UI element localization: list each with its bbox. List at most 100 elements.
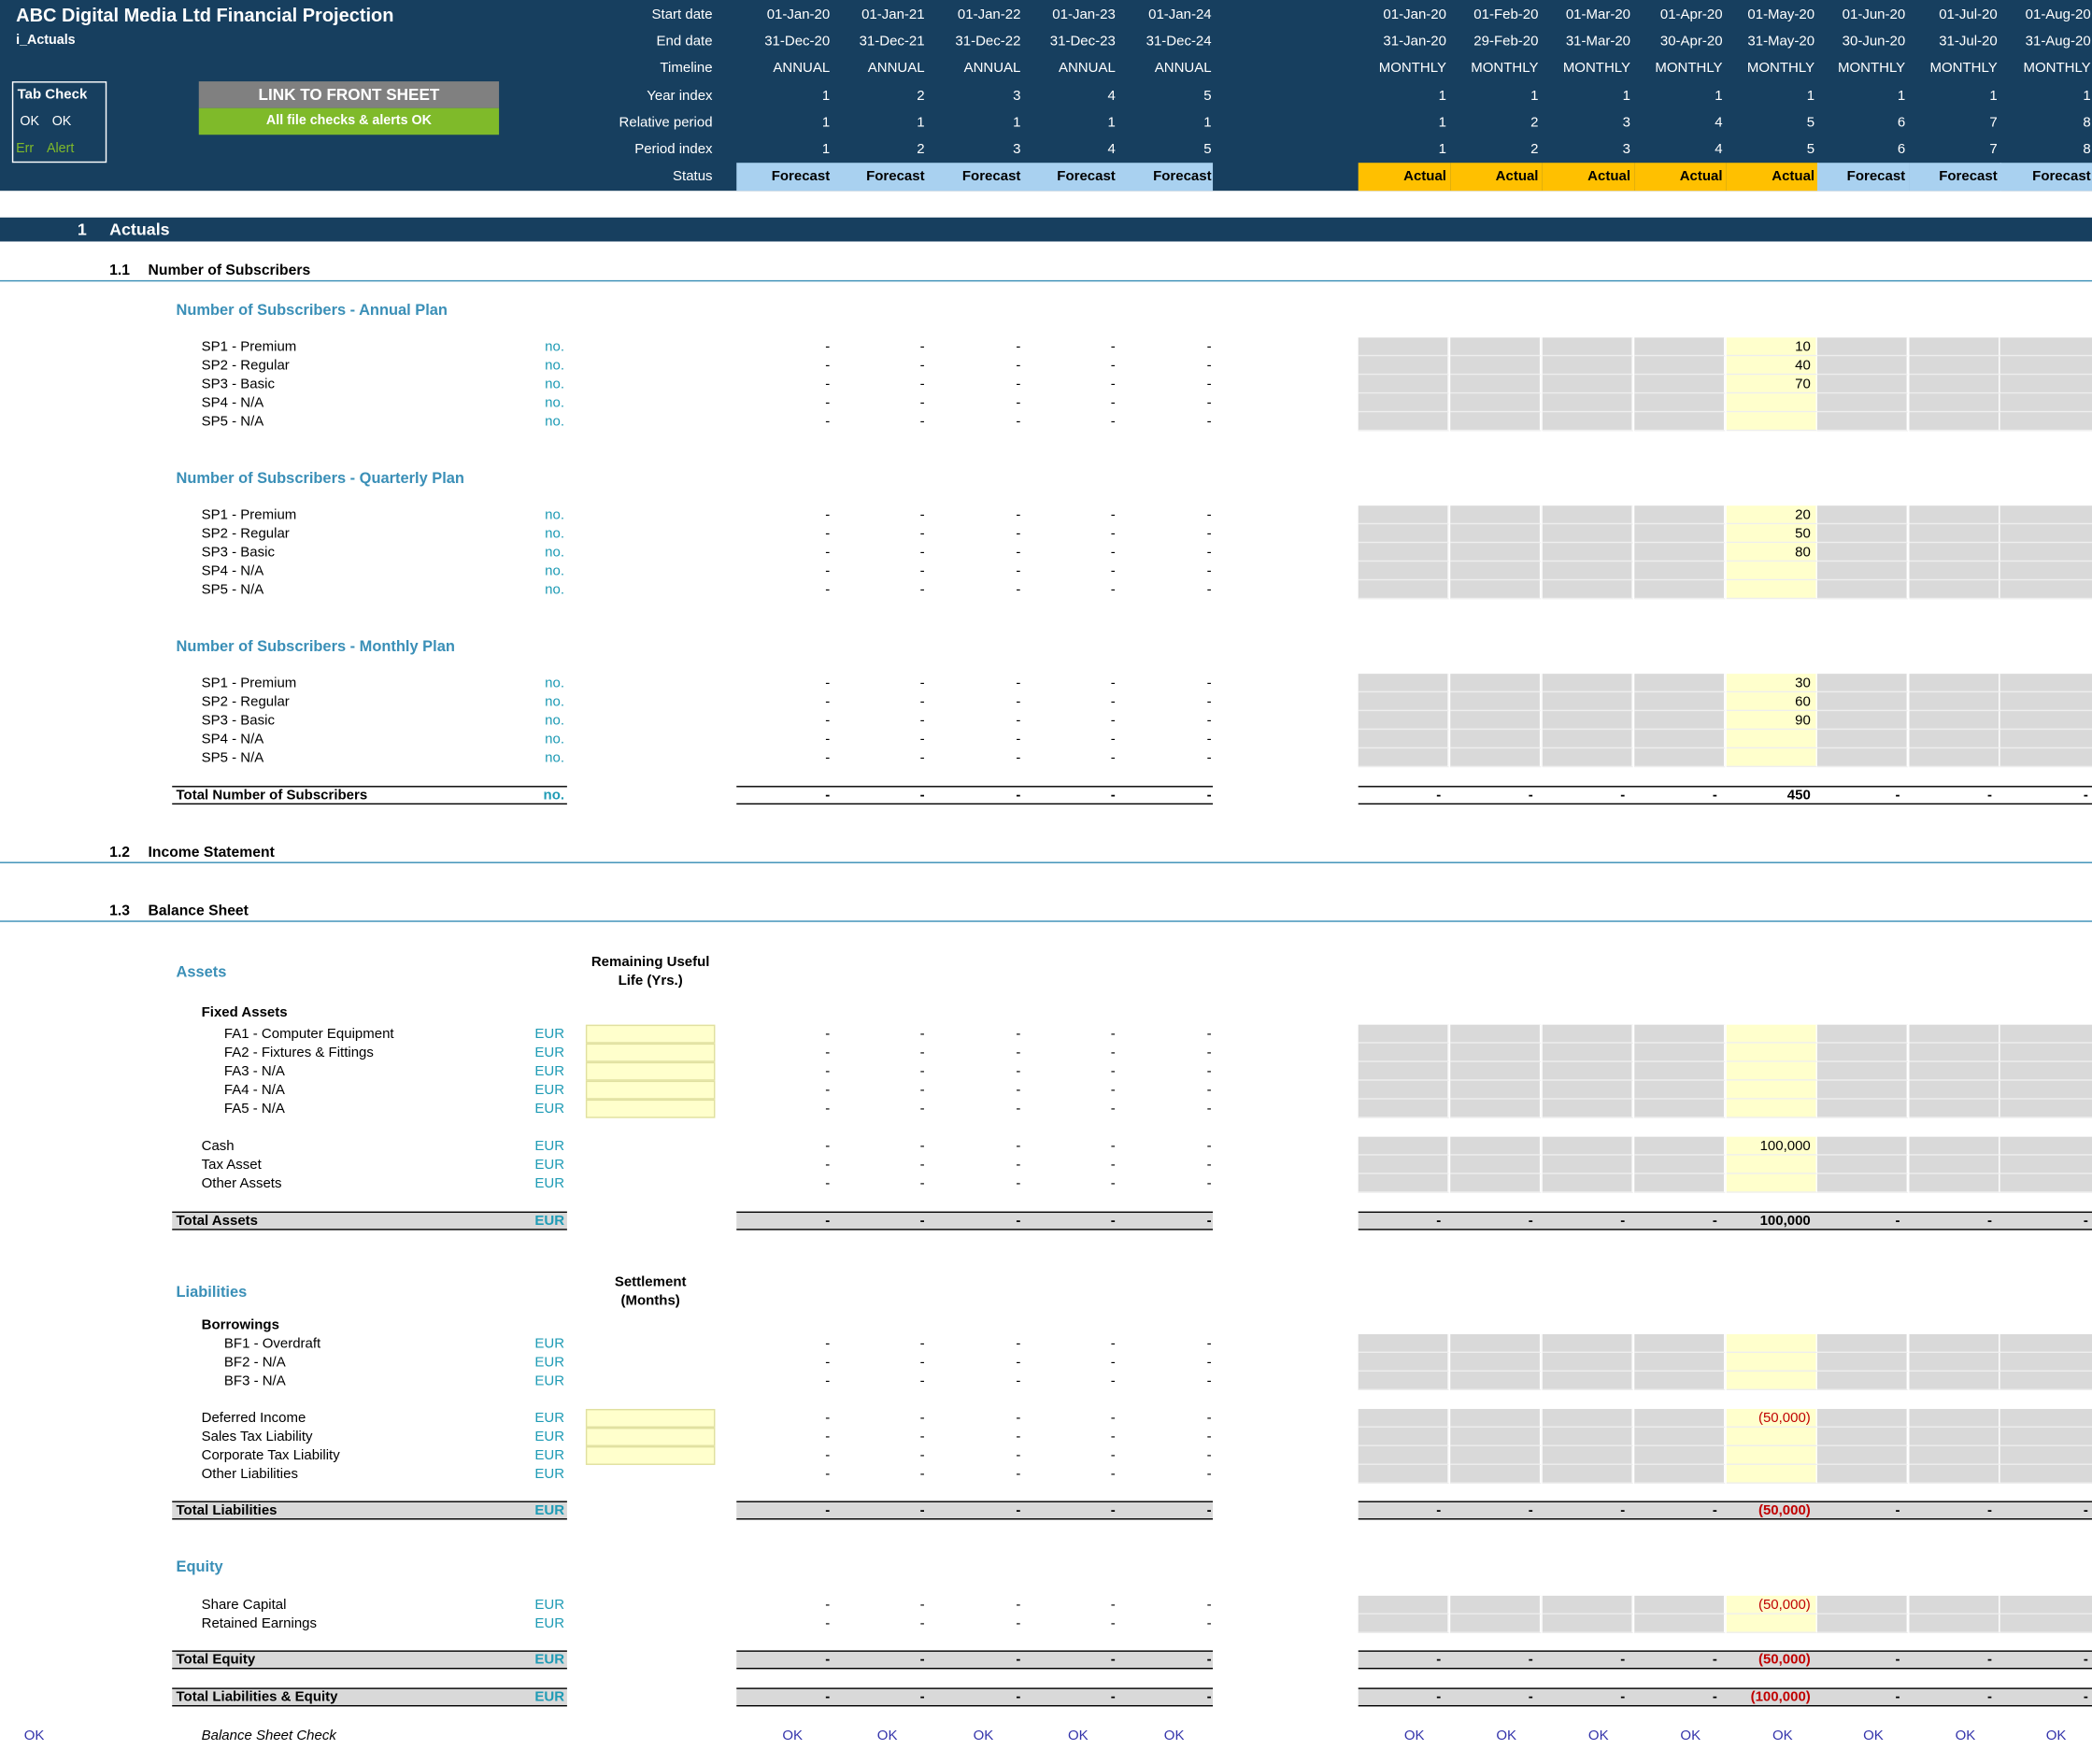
total-may-value: 450: [1786, 787, 1811, 804]
monthly-input-cell: [1816, 524, 1909, 544]
may-value[interactable]: [1727, 1081, 1811, 1100]
may-value[interactable]: 90: [1795, 712, 1811, 729]
monthly-input-cell[interactable]: [1726, 1614, 1817, 1633]
may-value[interactable]: [1727, 393, 1811, 412]
may-value[interactable]: (50,000): [1758, 1597, 1811, 1614]
monthly-input-cell[interactable]: [1726, 543, 1817, 562]
monthly-input-cell: [1816, 748, 1909, 768]
annual-value: -: [1016, 1410, 1021, 1427]
may-value[interactable]: 60: [1795, 693, 1811, 710]
monthly-input-cell[interactable]: [1726, 1371, 1817, 1390]
monthly-input-cell: [1909, 1099, 2000, 1118]
monthly-input-cell[interactable]: [1726, 1155, 1817, 1174]
monthly-input-cell: [1450, 1352, 1542, 1372]
monthly-input-cell[interactable]: [1726, 1043, 1817, 1062]
monthly-input-cell[interactable]: [1726, 524, 1817, 544]
may-value[interactable]: 70: [1795, 376, 1811, 392]
monthly-input-cell[interactable]: [1726, 505, 1817, 525]
may-value[interactable]: 40: [1795, 357, 1811, 374]
annual-value: -: [1206, 1354, 1212, 1371]
monthly-input-cell[interactable]: [1726, 674, 1817, 693]
may-value[interactable]: [1727, 1044, 1811, 1062]
may-value[interactable]: [1727, 580, 1811, 599]
monthly-input-cell[interactable]: [1726, 1136, 1817, 1156]
monthly-input-cell[interactable]: [1726, 412, 1817, 432]
monthly-input-cell[interactable]: [1726, 337, 1817, 357]
monthly-input-cell[interactable]: [1726, 375, 1817, 394]
may-value[interactable]: [1727, 1446, 1811, 1465]
monthly-input-cell[interactable]: [1726, 730, 1817, 749]
monthly-input-cell[interactable]: [1726, 580, 1817, 600]
may-value[interactable]: [1727, 1372, 1811, 1390]
may-value[interactable]: 80: [1795, 544, 1811, 561]
may-value[interactable]: [1727, 1025, 1811, 1044]
annual-value: -: [919, 1063, 925, 1080]
monthly-input-cell[interactable]: [1726, 1061, 1817, 1081]
may-value[interactable]: [1727, 1334, 1811, 1353]
may-value[interactable]: [1727, 1100, 1811, 1118]
may-value[interactable]: 20: [1795, 506, 1811, 523]
input-cell[interactable]: [585, 1061, 716, 1081]
may-value[interactable]: [1727, 1156, 1811, 1174]
may-value[interactable]: [1727, 1174, 1811, 1193]
input-cell[interactable]: [585, 1080, 716, 1100]
monthly-input-cell[interactable]: [1726, 748, 1817, 768]
may-value[interactable]: [1727, 562, 1811, 580]
annual-value: -: [1206, 506, 1212, 523]
monthly-input-cell[interactable]: [1726, 692, 1817, 712]
monthly-input-cell[interactable]: [1726, 1427, 1817, 1446]
input-cell[interactable]: [585, 1043, 716, 1062]
may-value[interactable]: [1727, 1428, 1811, 1446]
monthly-input-cell: [1358, 748, 1449, 768]
input-cell[interactable]: [585, 1445, 716, 1465]
input-cell[interactable]: [585, 1408, 716, 1428]
input-cell[interactable]: [585, 1427, 716, 1446]
monthly-input-cell: [1358, 1427, 1449, 1446]
input-cell[interactable]: [585, 1099, 716, 1118]
monthly-input-cell[interactable]: [1726, 1445, 1817, 1465]
may-value[interactable]: [1727, 1615, 1811, 1633]
monthly-input-cell[interactable]: [1726, 562, 1817, 581]
monthly-input-cell[interactable]: [1726, 1174, 1817, 1193]
monthly-input-cell[interactable]: [1726, 1099, 1817, 1118]
monthly-input-cell[interactable]: [1726, 393, 1817, 413]
monthly-input-cell: [1450, 337, 1542, 357]
may-value[interactable]: (50,000): [1758, 1410, 1811, 1427]
monthly-status: Actual: [1403, 167, 1446, 185]
monthly-input-cell[interactable]: [1726, 1080, 1817, 1100]
monthly-input-cell[interactable]: [1726, 1352, 1817, 1372]
may-value[interactable]: [1727, 748, 1811, 767]
annual-value: -: [919, 525, 925, 542]
annual-value: -: [1110, 1447, 1116, 1464]
may-value[interactable]: 50: [1795, 525, 1811, 542]
may-value[interactable]: 100,000: [1759, 1138, 1811, 1155]
total-rule-top: [1358, 1501, 2092, 1502]
monthly-input-cell[interactable]: [1726, 1595, 1817, 1615]
total-rule-top: [172, 1650, 567, 1652]
annual-value: -: [1016, 1063, 1021, 1080]
may-value[interactable]: 30: [1795, 675, 1811, 691]
monthly-input-cell: [1999, 1334, 2092, 1353]
annual-value: -: [1110, 413, 1116, 430]
may-value[interactable]: [1727, 1062, 1811, 1081]
may-value[interactable]: [1727, 412, 1811, 431]
monthly-input-cell[interactable]: [1726, 1464, 1817, 1484]
annual-value: -: [1110, 1429, 1116, 1445]
monthly-input-cell[interactable]: [1726, 1334, 1817, 1353]
monthly-input-cell: [1909, 692, 2000, 712]
input-cell[interactable]: [585, 1024, 716, 1044]
may-value[interactable]: [1727, 1353, 1811, 1372]
annual-value: -: [1110, 525, 1116, 542]
may-value[interactable]: [1727, 730, 1811, 748]
monthly-input-cell[interactable]: [1726, 711, 1817, 731]
monthly-input-cell[interactable]: [1726, 1024, 1817, 1044]
monthly-input-cell: [1450, 692, 1542, 712]
monthly-input-cell[interactable]: [1726, 356, 1817, 376]
link-to-front-sheet-button[interactable]: LINK TO FRONT SHEET: [198, 81, 500, 108]
monthly-input-cell[interactable]: [1726, 1408, 1817, 1428]
may-value[interactable]: [1727, 1465, 1811, 1484]
monthly-status: Actual: [1772, 167, 1815, 185]
annual-value: -: [825, 1157, 831, 1174]
annual-end: 31-Dec-21: [859, 33, 925, 50]
may-value[interactable]: 10: [1795, 338, 1811, 355]
